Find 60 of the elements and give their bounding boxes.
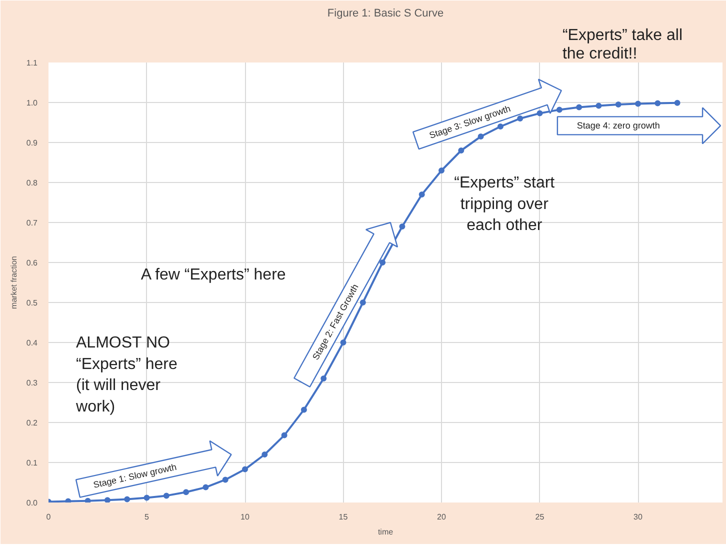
- point: [320, 376, 327, 382]
- point: [183, 489, 190, 496]
- point: [556, 106, 562, 113]
- x-tick-label: 30: [634, 512, 644, 522]
- y-tick-label: 0.5: [26, 298, 38, 308]
- point: [615, 102, 622, 108]
- y-tick-label: 0.1: [26, 458, 38, 468]
- x-axis-title: time: [378, 528, 394, 536]
- y-tick-label: 0.7: [26, 218, 38, 228]
- point: [497, 124, 504, 130]
- point: [418, 192, 425, 198]
- y-axis-title: market fraction: [9, 256, 18, 309]
- y-tick-label: 0.3: [26, 378, 38, 388]
- annotation: ALMOST NO “Experts” here (it will never work): [75, 334, 178, 416]
- annotation: Stage 4: zero growth: [576, 120, 660, 131]
- point: [458, 148, 464, 154]
- point: [438, 168, 445, 174]
- chart-title: Figure 1: Basic S Curve: [327, 8, 444, 20]
- point: [517, 116, 524, 122]
- point: [596, 102, 602, 109]
- x-tick-label: 5: [144, 512, 150, 522]
- annotation: Stage 3: Slow growth: [428, 103, 512, 141]
- annotation: “Experts” take all the credit!!: [562, 26, 683, 62]
- point: [262, 452, 268, 458]
- y-tick-label: 0.2: [26, 418, 38, 428]
- y-tick-label: 0.0: [26, 498, 38, 508]
- point: [84, 498, 91, 502]
- point: [202, 484, 209, 490]
- x-tick-label: 15: [338, 512, 348, 522]
- x-tick-label: 0: [46, 512, 52, 522]
- y-tick-label: 0.9: [26, 138, 38, 148]
- point: [124, 496, 130, 502]
- point: [536, 110, 543, 116]
- y-tick-label: 1.1: [26, 58, 38, 68]
- point: [360, 300, 366, 306]
- point: [380, 260, 386, 266]
- point: [104, 497, 110, 502]
- point: [242, 466, 248, 472]
- x-tick-label: 20: [437, 512, 447, 522]
- point: [576, 104, 582, 110]
- point: [281, 432, 288, 438]
- point: [674, 100, 680, 106]
- point: [340, 340, 346, 346]
- point: [635, 100, 642, 107]
- point: [300, 406, 307, 413]
- point: [478, 134, 484, 140]
- point: [654, 100, 661, 106]
- annotation: Stage 1: Slow growth: [92, 462, 178, 490]
- y-tick-label: 0.8: [26, 178, 38, 188]
- point: [222, 476, 228, 483]
- point: [399, 224, 406, 230]
- y-tick-label: 0.6: [26, 258, 38, 268]
- y-tick-label: 1.0: [26, 98, 38, 108]
- point: [163, 492, 170, 499]
- annotation: “Experts” start tripping over each other: [454, 174, 556, 234]
- annotation: A few “Experts” here: [140, 266, 286, 284]
- point: [144, 494, 150, 501]
- y-tick-label: 0.4: [26, 338, 38, 348]
- x-tick-label: 25: [535, 512, 545, 522]
- x-tick-label: 10: [240, 512, 250, 522]
